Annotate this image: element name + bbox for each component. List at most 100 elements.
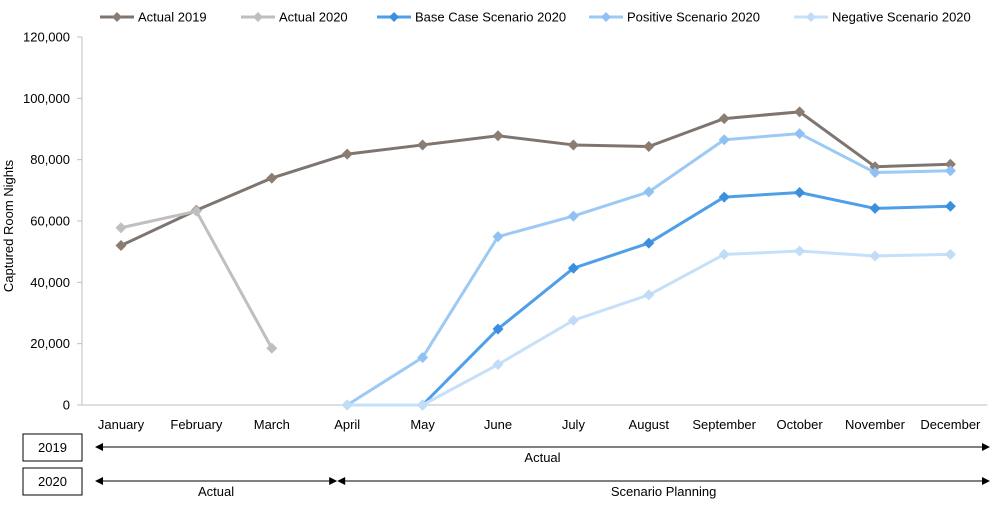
timeline-segment-label: Actual [198, 484, 234, 499]
series-layer [115, 106, 956, 411]
y-tick-label: 20,000 [30, 336, 70, 351]
point-positive-scenario-2020-december [944, 165, 956, 177]
point-positive-scenario-2020-august [643, 186, 655, 198]
point-negative-scenario-2020-april [341, 399, 353, 411]
point-actual-2019-october [794, 106, 806, 118]
point-actual-2019-may [417, 139, 429, 151]
series-line-actual-2020 [120, 209, 274, 349]
legend-swatch-marker [389, 12, 399, 22]
legend-item-actual-2019: Actual 2019 [100, 10, 207, 25]
point-negative-scenario-2020-november [869, 250, 881, 262]
point-negative-scenario-2020-december [944, 248, 956, 260]
point-actual-2019-april [341, 148, 353, 160]
point-negative-scenario-2020-may [417, 399, 429, 411]
series-line-positive-scenario-2020 [346, 132, 951, 407]
point-negative-scenario-2020-july [567, 314, 579, 326]
point-positive-scenario-2020-november [869, 167, 881, 179]
timeline-year-box [22, 467, 83, 496]
timeline-year-label: 2019 [38, 440, 67, 455]
point-base-case-scenario-2020-august [643, 237, 655, 249]
point-positive-scenario-2020-september [718, 134, 730, 146]
timeline: 2019 Actual 2020 Actual Scenario Planning [22, 433, 990, 499]
point-actual-2019-august [643, 140, 655, 152]
y-axis: 0 20,000 40,000 60,000 80,000 100,000 120,000 C… [1, 30, 83, 413]
x-tick-label-may: May [410, 417, 435, 432]
series-line-base-case-scenario-2020 [421, 190, 951, 407]
x-tick-label-july: July [562, 417, 586, 432]
point-base-case-scenario-2020-september [718, 191, 730, 203]
point-base-case-scenario-2020-december [944, 200, 956, 212]
timeline-segment-actual: Actual [95, 477, 338, 499]
legend-label: Actual 2019 [138, 10, 207, 25]
legend-item-negative-scenario-2020: Negative Scenario 2020 [794, 10, 971, 25]
series-negative-scenario-2020 [341, 245, 956, 411]
timeline-segment-label: Actual [524, 450, 560, 465]
point-base-case-scenario-2020-june [492, 323, 504, 335]
series-positive-scenario-2020 [341, 128, 956, 411]
point-positive-scenario-2020-june [492, 231, 504, 243]
point-positive-scenario-2020-october [794, 128, 806, 140]
timeline-arrowhead-right [982, 477, 990, 485]
x-tick-label-december: December [920, 417, 981, 432]
legend-swatch-marker [601, 12, 611, 22]
timeline-arrowhead-left [95, 477, 103, 485]
point-actual-2020-january [115, 222, 127, 234]
point-base-case-scenario-2020-november [869, 202, 881, 214]
x-tick-label-february: February [170, 417, 223, 432]
series-line-actual-2019 [120, 110, 951, 247]
timeline-row-2020: 2020 Actual Scenario Planning [22, 467, 990, 499]
point-actual-2019-january [115, 240, 127, 252]
timeline-arrowhead-right [329, 477, 338, 485]
timeline-year-box [22, 433, 83, 462]
x-tick-label-october: October [776, 417, 823, 432]
point-negative-scenario-2020-october [794, 245, 806, 257]
y-tick-label: 80,000 [30, 152, 70, 167]
y-tick-label: 0 [63, 398, 70, 413]
point-positive-scenario-2020-july [567, 210, 579, 222]
point-actual-2019-september [718, 113, 730, 125]
timeline-segment-actual: Actual [95, 443, 990, 465]
y-tick-label: 100,000 [23, 91, 70, 106]
timeline-year-label: 2020 [38, 474, 67, 489]
legend-label: Base Case Scenario 2020 [415, 10, 566, 25]
x-tick-label-june: June [484, 417, 512, 432]
x-tick-label-march: March [254, 417, 290, 432]
legend-swatch-marker [253, 12, 263, 22]
x-tick-label-september: September [692, 417, 756, 432]
legend-label: Positive Scenario 2020 [627, 10, 760, 25]
y-tick-label: 40,000 [30, 275, 70, 290]
x-tick-label-april: April [334, 417, 360, 432]
timeline-row-2019: 2019 Actual [22, 433, 990, 465]
point-base-case-scenario-2020-july [567, 262, 579, 274]
series-base-case-scenario-2020 [417, 186, 956, 411]
legend: Actual 2019 Actual 2020 Base Case Scenario… [100, 10, 971, 25]
x-tick-label-january: January [98, 417, 145, 432]
series-actual-2019 [115, 106, 956, 252]
x-tick-label-august: August [629, 417, 670, 432]
legend-label: Actual 2020 [279, 10, 348, 25]
point-negative-scenario-2020-june [492, 359, 504, 371]
x-axis: January February March April May June July Augu… [82, 404, 988, 432]
timeline-arrowhead-left [95, 443, 103, 451]
point-actual-2019-june [492, 130, 504, 142]
point-actual-2019-march [266, 172, 278, 184]
y-tick-label: 120,000 [23, 30, 70, 45]
point-actual-2020-february [190, 205, 202, 217]
legend-swatch-marker [806, 12, 816, 22]
point-base-case-scenario-2020-october [794, 186, 806, 198]
point-actual-2019-july [567, 139, 579, 151]
point-actual-2019-december [944, 158, 956, 170]
series-actual-2020 [115, 205, 278, 354]
point-positive-scenario-2020-may [417, 351, 429, 363]
y-axis-title: Captured Room Nights [1, 159, 16, 292]
series-line-negative-scenario-2020 [347, 249, 951, 407]
point-actual-2020-march [266, 342, 278, 354]
timeline-arrowhead-left [337, 477, 346, 485]
legend-item-actual-2020: Actual 2020 [241, 10, 348, 25]
legend-label: Negative Scenario 2020 [832, 10, 971, 25]
timeline-segment-label: Scenario Planning [611, 484, 717, 499]
point-negative-scenario-2020-august [643, 289, 655, 301]
legend-item-positive-scenario-2020: Positive Scenario 2020 [589, 10, 760, 25]
x-tick-label-november: November [845, 417, 906, 432]
